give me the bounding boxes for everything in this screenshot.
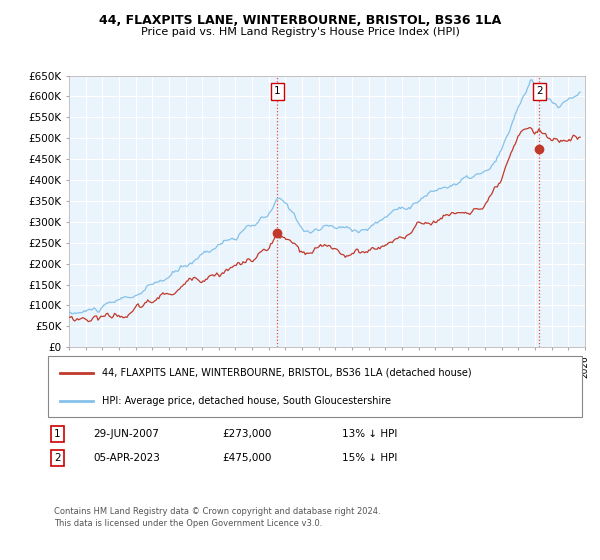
Text: £475,000: £475,000 [222, 453, 271, 463]
Text: £273,000: £273,000 [222, 429, 271, 439]
Text: Price paid vs. HM Land Registry's House Price Index (HPI): Price paid vs. HM Land Registry's House … [140, 27, 460, 37]
Text: 44, FLAXPITS LANE, WINTERBOURNE, BRISTOL, BS36 1LA: 44, FLAXPITS LANE, WINTERBOURNE, BRISTOL… [99, 14, 501, 27]
Text: 2: 2 [54, 453, 61, 463]
Text: HPI: Average price, detached house, South Gloucestershire: HPI: Average price, detached house, Sout… [102, 396, 391, 406]
Text: 1: 1 [274, 86, 280, 96]
Text: 05-APR-2023: 05-APR-2023 [93, 453, 160, 463]
Text: 29-JUN-2007: 29-JUN-2007 [93, 429, 159, 439]
Text: 44, FLAXPITS LANE, WINTERBOURNE, BRISTOL, BS36 1LA (detached house): 44, FLAXPITS LANE, WINTERBOURNE, BRISTOL… [102, 368, 472, 378]
Text: Contains HM Land Registry data © Crown copyright and database right 2024.
This d: Contains HM Land Registry data © Crown c… [54, 507, 380, 528]
Text: 2: 2 [536, 86, 542, 96]
Text: 1: 1 [54, 429, 61, 439]
Text: 15% ↓ HPI: 15% ↓ HPI [342, 453, 397, 463]
Text: 13% ↓ HPI: 13% ↓ HPI [342, 429, 397, 439]
